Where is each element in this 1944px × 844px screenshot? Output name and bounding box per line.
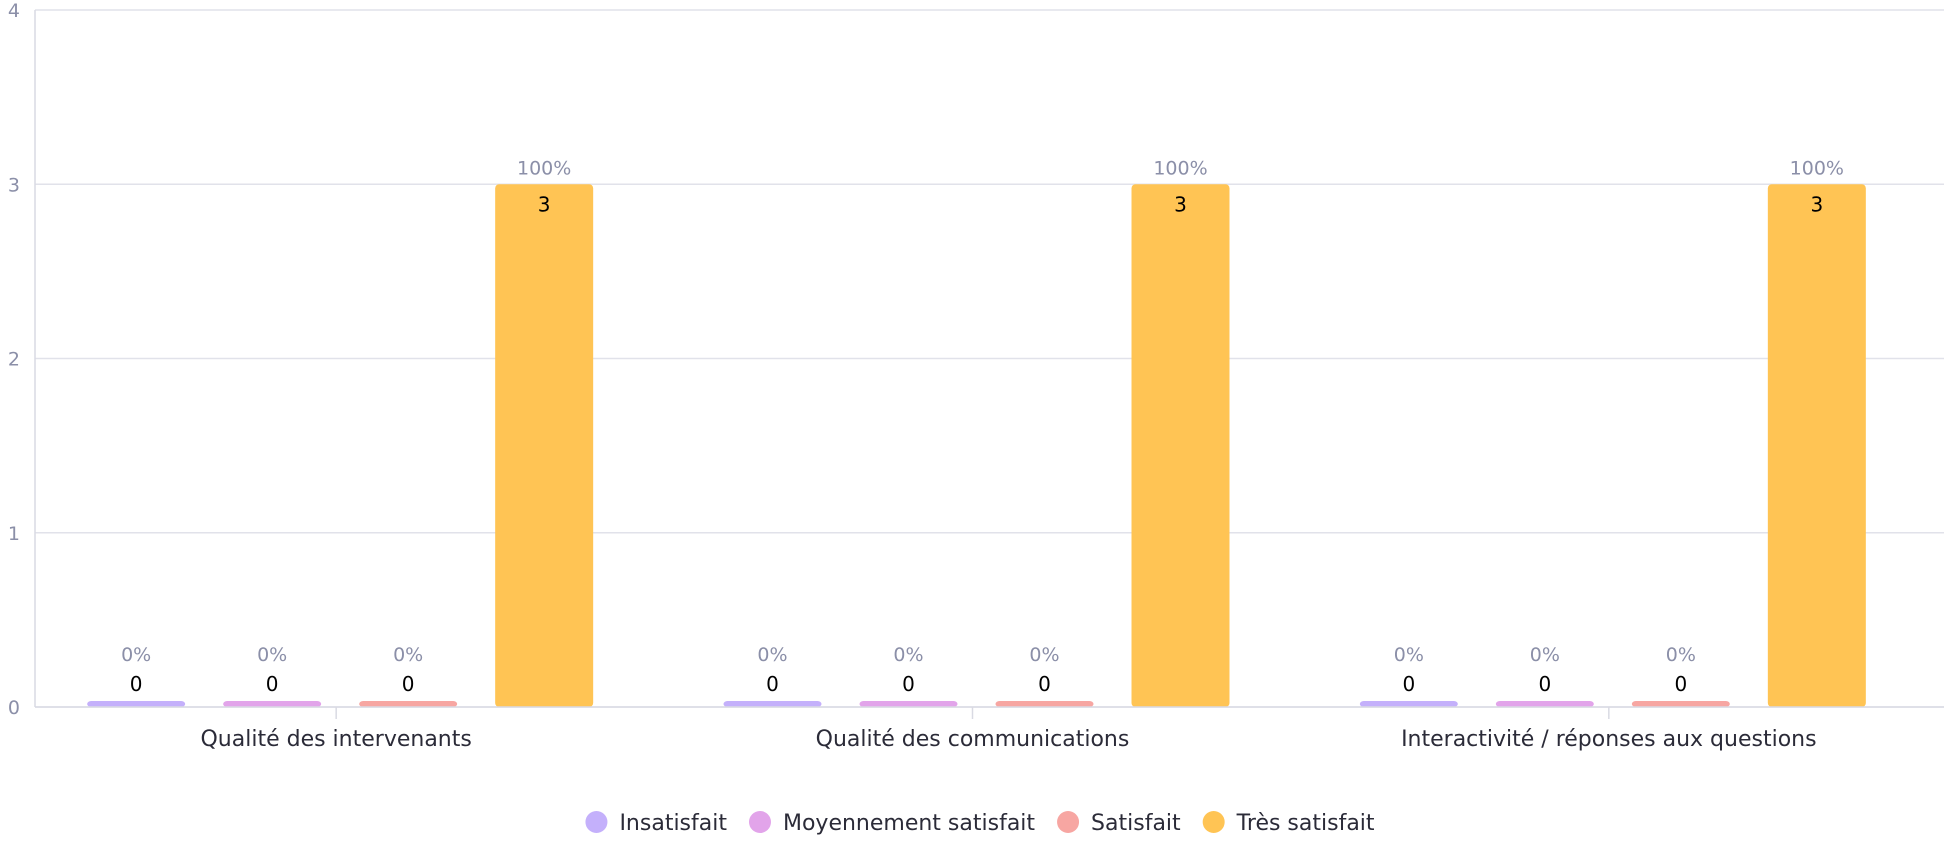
category-label: Interactivité / réponses aux questions — [1401, 727, 1817, 752]
value-label: 0 — [130, 672, 143, 696]
bar-moyennement-satisfait — [859, 701, 958, 707]
bar-insatisfait — [87, 701, 186, 707]
axis-layer: 0 1 2 3 4 Qualité des intervenants Qualité des… — [8, 0, 1944, 752]
y-tick-label: 3 — [8, 174, 20, 196]
value-label: 0 — [402, 672, 415, 696]
bar-moyennement-satisfait — [223, 701, 322, 707]
grid-layer — [35, 9, 1944, 708]
value-label: 3 — [538, 192, 551, 216]
percent-label: 0% — [893, 644, 923, 666]
legend-label: Satisfait — [1091, 811, 1181, 836]
value-label: 0 — [1538, 672, 1551, 696]
y-tick-label: 0 — [8, 697, 20, 719]
labels-layer: 0% 0 0% 0 0% 0 100% 3 0% 0 0% 0 0% 0 100% 3 0% 0 0% 0 0% 0 100… — [121, 157, 1844, 696]
percent-label: 100% — [1790, 157, 1844, 179]
bar-satisfait — [1631, 701, 1730, 707]
bar-satisfait — [995, 701, 1094, 707]
bar-moyennement-satisfait — [1495, 701, 1594, 707]
legend-label: Insatisfait — [619, 811, 727, 836]
y-tick-label: 1 — [8, 523, 20, 545]
legend-swatch-insatisfait — [585, 811, 608, 833]
value-label: 3 — [1810, 192, 1823, 216]
percent-label: 0% — [257, 644, 287, 666]
percent-label: 100% — [517, 157, 571, 179]
legend-label: Moyennement satisfait — [783, 811, 1035, 836]
value-label: 0 — [902, 672, 915, 696]
bar-tr-s-satisfait — [1767, 184, 1866, 707]
value-label: 0 — [1038, 672, 1051, 696]
legend-label: Très satisfait — [1236, 811, 1375, 836]
percent-label: 100% — [1153, 157, 1207, 179]
percent-label: 0% — [1029, 644, 1059, 666]
bar-insatisfait — [723, 701, 822, 707]
value-label: 3 — [1174, 192, 1187, 216]
legend-swatch-tr-s-satisfait — [1202, 811, 1225, 833]
value-label: 0 — [1402, 672, 1415, 696]
value-label: 0 — [766, 672, 779, 696]
bars-layer — [87, 184, 1866, 707]
legend-swatch-satisfait — [1057, 811, 1080, 833]
bar-satisfait — [359, 701, 458, 707]
value-label: 0 — [266, 672, 279, 696]
bar-tr-s-satisfait — [1131, 184, 1230, 707]
percent-label: 0% — [121, 644, 151, 666]
percent-label: 0% — [1666, 644, 1696, 666]
percent-label: 0% — [393, 644, 423, 666]
legend-swatch-moyennement-satisfait — [748, 811, 771, 833]
bar-tr-s-satisfait — [495, 184, 594, 707]
category-label: Qualité des communications — [816, 727, 1130, 752]
category-label: Qualité des intervenants — [200, 727, 471, 752]
bar-insatisfait — [1359, 701, 1458, 707]
percent-label: 0% — [1530, 644, 1560, 666]
legend: Insatisfait Moyennement satisfait Satisfai… — [585, 811, 1375, 836]
percent-label: 0% — [1394, 644, 1424, 666]
y-tick-label: 2 — [8, 349, 20, 371]
value-label: 0 — [1674, 672, 1687, 696]
percent-label: 0% — [757, 644, 787, 666]
y-tick-label: 4 — [8, 0, 20, 22]
